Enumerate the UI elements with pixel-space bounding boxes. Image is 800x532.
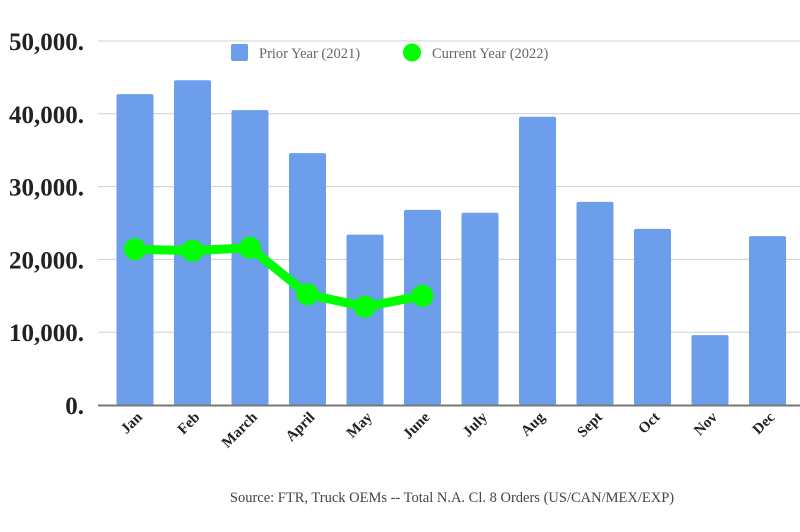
point-jan	[124, 238, 146, 261]
y-axis-labels: 0. 10,000. 20,000. 30,000. 40,000. 50,000.	[9, 29, 84, 420]
x-tick-label: Feb	[175, 410, 203, 438]
y-tick-label: 50,000.	[9, 29, 84, 56]
point-june	[411, 284, 434, 307]
gridlines	[98, 40, 800, 333]
legend-swatch-current-year	[403, 43, 421, 62]
line-series	[124, 236, 434, 318]
source-note: Source: FTR, Truck OEMs -- Total N.A. Cl…	[230, 490, 674, 506]
x-tick-label: Jan	[118, 409, 146, 437]
legend: Prior Year (2021) Current Year (2022)	[231, 43, 549, 62]
y-tick-label: 0.	[65, 393, 84, 420]
bar-sept	[576, 201, 614, 405]
bar-may	[346, 234, 384, 405]
bar-series	[116, 80, 786, 406]
bar-dec	[749, 236, 786, 405]
x-tick-label: March	[219, 409, 261, 451]
bar-april	[289, 153, 326, 405]
bar-june	[404, 209, 441, 405]
legend-swatch-prior-year	[231, 44, 248, 61]
x-tick-label: June	[400, 409, 433, 442]
y-tick-label: 30,000.	[9, 175, 84, 202]
x-tick-label: Nov	[691, 409, 721, 439]
y-tick-label: 20,000.	[9, 247, 84, 274]
x-tick-label: Aug	[518, 409, 549, 440]
x-tick-label: July	[460, 409, 491, 440]
legend-label-prior-year: Prior Year (2021)	[259, 46, 360, 62]
point-march	[239, 236, 261, 259]
x-tick-label: Dec	[750, 409, 779, 438]
y-tick-label: 10,000.	[9, 320, 84, 347]
x-tick-label: May	[344, 409, 376, 441]
y-tick-label: 40,000.	[9, 102, 84, 129]
point-feb	[181, 239, 204, 262]
point-may	[354, 295, 376, 318]
point-april	[296, 283, 319, 306]
bar-aug	[519, 116, 556, 405]
x-tick-label: Sept	[574, 410, 605, 441]
bar-nov	[691, 335, 729, 405]
bar-july	[461, 212, 499, 405]
legend-label-current-year: Current Year (2022)	[432, 46, 549, 62]
x-tick-label: April	[283, 410, 318, 445]
bar-oct	[634, 228, 671, 405]
x-tick-label: Oct	[636, 410, 664, 438]
x-axis-labels: Jan Feb March April May June July Aug Sept Oct Nov…	[118, 409, 779, 451]
